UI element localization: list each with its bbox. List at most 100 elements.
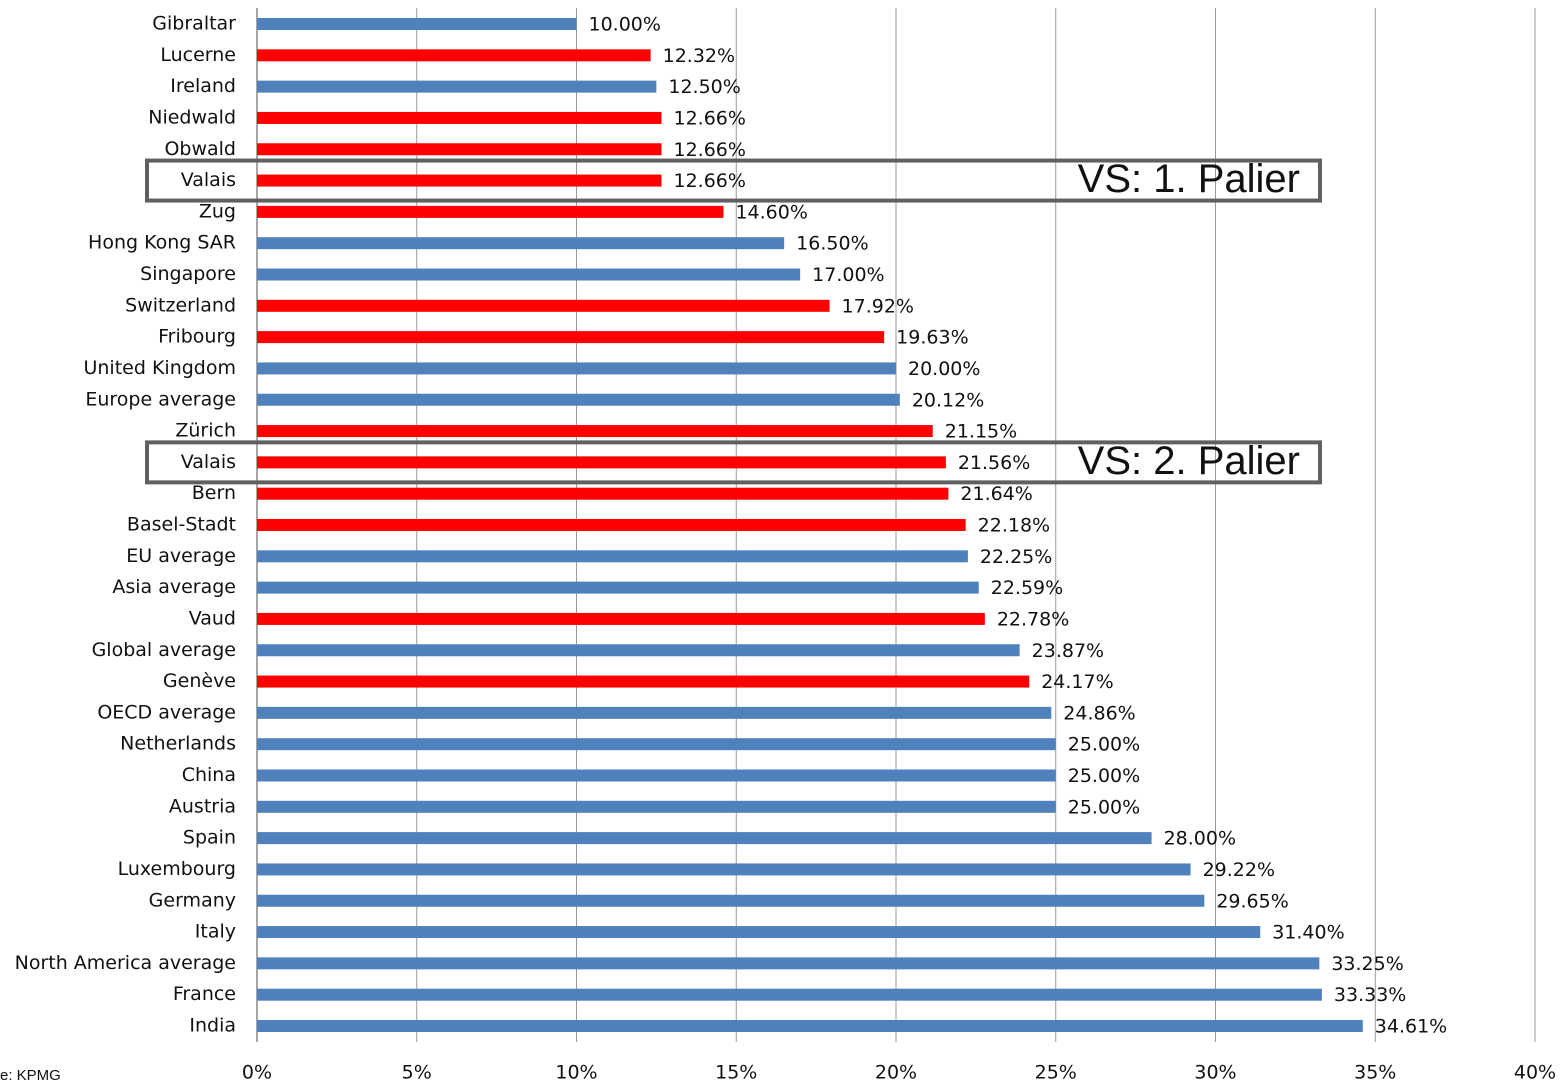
value-label: 12.50% <box>668 76 740 98</box>
x-tick-label: 15% <box>715 1062 757 1083</box>
bar <box>257 863 1191 876</box>
value-label: 17.92% <box>842 295 914 317</box>
x-tick-label: 25% <box>1035 1062 1077 1083</box>
y-tick-label: France <box>173 983 236 1005</box>
bar <box>257 519 966 531</box>
y-tick-label: Lucerne <box>160 44 236 66</box>
x-tick-label: 20% <box>875 1062 917 1083</box>
value-label: 17.00% <box>812 264 884 286</box>
y-tick-label: Austria <box>169 795 236 817</box>
bar <box>257 18 577 30</box>
bar <box>257 581 979 594</box>
bar <box>257 299 830 312</box>
y-tick-label: Netherlands <box>120 733 236 755</box>
bar <box>257 1020 1363 1032</box>
annotation: VS: 2. Palier <box>1078 439 1300 483</box>
value-label: 14.60% <box>735 201 807 223</box>
y-tick-label: Asia average <box>112 576 236 598</box>
y-tick-label: Valais <box>181 451 236 473</box>
y-tick-label: Gibraltar <box>152 13 236 35</box>
value-label: 24.86% <box>1063 702 1135 724</box>
value-label: 25.00% <box>1068 765 1140 787</box>
y-tick-label: Spain <box>183 827 236 849</box>
y-tick-label: Singapore <box>140 263 236 285</box>
y-tick-label: Fribourg <box>158 326 236 348</box>
y-tick-label: Vaud <box>189 607 236 629</box>
bar <box>257 393 900 406</box>
value-label: 34.61% <box>1375 1016 1447 1038</box>
annotation-box <box>145 440 1322 485</box>
y-tick-label: China <box>182 764 236 786</box>
bar <box>257 644 1020 657</box>
x-tick-label: 35% <box>1354 1062 1396 1083</box>
annotation-box <box>145 158 1322 203</box>
y-tick-label: Basel-Stadt <box>127 514 236 536</box>
value-label: 25.00% <box>1068 796 1140 818</box>
y-tick-label: Luxembourg <box>118 858 236 880</box>
y-tick-label: Germany <box>149 889 236 911</box>
y-tick-label: Hong Kong SAR <box>88 232 236 254</box>
value-label: 12.66% <box>673 107 745 129</box>
bar <box>257 331 885 344</box>
y-tick-label: North America average <box>15 952 236 974</box>
value-label: 21.15% <box>945 421 1017 443</box>
value-label: 22.59% <box>991 577 1063 599</box>
bar <box>257 988 1322 1001</box>
y-tick-label: Italy <box>195 921 236 943</box>
x-tick-label: 40% <box>1514 1062 1556 1083</box>
value-label: 33.33% <box>1334 984 1406 1006</box>
bar <box>257 957 1320 970</box>
value-label: 21.64% <box>960 483 1032 505</box>
x-tick-label: 0% <box>242 1062 272 1083</box>
y-tick-label: EU average <box>126 545 236 567</box>
bar <box>257 456 946 469</box>
source: e: KPMG <box>0 1067 61 1083</box>
y-tick-label: Zürich <box>175 420 236 442</box>
bar <box>257 143 662 156</box>
value-label: 16.50% <box>796 233 868 255</box>
y-tick-label: Valais <box>181 169 236 191</box>
value-label: 22.78% <box>997 608 1069 630</box>
y-tick-label: Niedwald <box>148 106 236 128</box>
value-label: 33.25% <box>1331 953 1403 975</box>
bar <box>257 800 1056 813</box>
value-label: 20.12% <box>912 389 984 411</box>
y-tick-label: Obwald <box>164 138 236 160</box>
value-label: 19.63% <box>896 327 968 349</box>
bar <box>257 612 985 625</box>
value-label: 25.00% <box>1068 734 1140 756</box>
value-label: 28.00% <box>1164 828 1236 850</box>
value-label: 22.25% <box>980 546 1052 568</box>
y-tick-label: Ireland <box>170 75 236 97</box>
bar <box>257 268 801 281</box>
y-tick-label: Genève <box>163 670 236 692</box>
bar <box>257 675 1030 688</box>
bar <box>257 706 1052 719</box>
bar <box>257 49 651 62</box>
y-tick-label: Zug <box>199 200 236 222</box>
value-label: 20.00% <box>908 358 980 380</box>
x-tick-label: 10% <box>555 1062 597 1083</box>
y-tick-label: Switzerland <box>125 294 236 316</box>
y-tick-label: United Kingdom <box>83 357 236 379</box>
bar <box>257 894 1205 907</box>
value-label: 21.56% <box>958 452 1030 474</box>
bar <box>257 205 724 218</box>
value-label: 10.00% <box>589 14 661 36</box>
value-label: 31.40% <box>1272 922 1344 944</box>
value-label: 24.17% <box>1041 671 1113 693</box>
bar <box>257 111 662 124</box>
value-label: 23.87% <box>1032 640 1104 662</box>
value-label: 22.18% <box>978 515 1050 537</box>
bar <box>257 769 1056 782</box>
y-tick-label: Europe average <box>85 388 236 410</box>
y-tick-label: Global average <box>92 639 236 661</box>
y-tick-label: OECD average <box>97 701 236 723</box>
bar <box>257 487 949 500</box>
value-label: 12.66% <box>673 139 745 161</box>
bar <box>257 832 1152 845</box>
bar <box>257 174 662 187</box>
y-tick-label: Bern <box>192 482 236 504</box>
